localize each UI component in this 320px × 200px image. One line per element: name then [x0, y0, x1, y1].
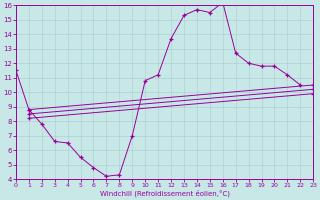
X-axis label: Windchill (Refroidissement éolien,°C): Windchill (Refroidissement éolien,°C): [100, 190, 229, 197]
